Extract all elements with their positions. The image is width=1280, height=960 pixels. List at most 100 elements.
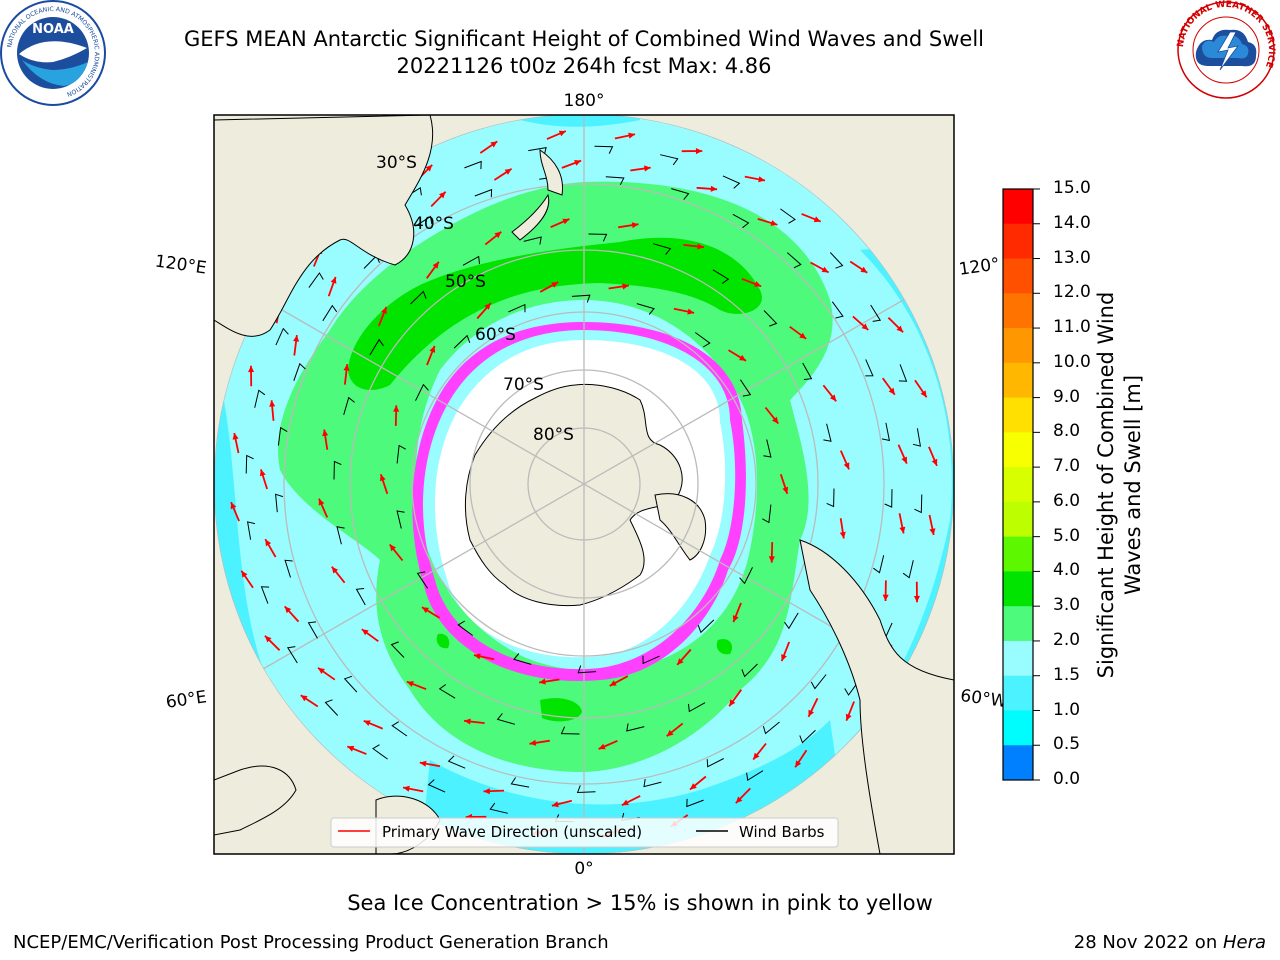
wind-barb (626, 723, 645, 732)
colorbar-tick-label: 8.0 (1053, 421, 1081, 442)
wave-arrow-head (913, 595, 920, 603)
wind-barb (523, 236, 542, 245)
wave-arrow-head (808, 709, 814, 717)
chart-subtitle: 20221126 t00z 264h fcst Max: 4.86 (396, 54, 772, 78)
wind-barb (293, 362, 306, 381)
wave-arrow-head (232, 433, 239, 440)
wave-arrow-head (843, 462, 850, 470)
wind-barb (474, 188, 493, 198)
wave-arrow-head (920, 390, 927, 398)
wind-barb (355, 588, 366, 606)
lat-label-70s: 70°S (503, 375, 544, 395)
wind-barb (722, 175, 741, 189)
wind-barb (739, 567, 753, 585)
colorbar-tick-label: 10.0 (1053, 351, 1091, 372)
wind-barb (275, 493, 284, 513)
wave-arrow-head (403, 785, 410, 792)
wind-barb (508, 303, 526, 313)
wave-arrow-head (483, 788, 490, 795)
wave-arrow-head (901, 456, 907, 464)
wind-barb (636, 303, 655, 315)
wind-barb (415, 215, 433, 227)
footer-date-text: 28 Nov 2022 on (1073, 932, 1223, 953)
wave-arrow-head (666, 729, 674, 737)
wave-arrow-head (782, 486, 789, 494)
colorbar-block (1003, 293, 1033, 329)
colorbar-block (1003, 189, 1033, 225)
wind-barb (763, 439, 772, 458)
wave-arrow-head (770, 220, 778, 226)
wind-barb (427, 779, 446, 793)
wave-arrow-head (899, 526, 906, 534)
wind-barb (277, 426, 288, 446)
wind-barb (510, 777, 530, 788)
lat-label-60s: 60°S (475, 325, 516, 345)
wave-arrow-head (473, 653, 481, 660)
wind-barb (884, 489, 893, 508)
wave-arrow-head (839, 531, 846, 539)
colorbar-tick-label: 0.5 (1053, 734, 1081, 755)
colorbar-block (1003, 606, 1033, 642)
wave-arrow-head (732, 615, 739, 623)
wave-arrow-head (754, 281, 762, 287)
wave-arrow-head (406, 681, 414, 687)
wave-arrow-head (347, 745, 355, 752)
colorbar-frame (1002, 188, 1034, 781)
land-africa (214, 765, 297, 836)
wind-barb (688, 702, 706, 713)
wave-arrow-head (241, 570, 248, 578)
wave-arrow-head (490, 141, 498, 148)
wind-barb (416, 571, 429, 589)
wave-arrow-head (425, 164, 433, 172)
land-australia (214, 115, 434, 337)
wind-barb (865, 359, 874, 377)
wave-arrow-head (361, 629, 369, 636)
wind-barb (447, 755, 466, 769)
colorbar (1002, 188, 1040, 781)
wind-barb (496, 713, 516, 725)
wave-arrow-head (422, 607, 429, 614)
wave-arrow-head (529, 739, 537, 746)
noaa-logo: NATIONAL OCEANIC AND ATMOSPHERIC ADMINIS… (0, 0, 106, 106)
wind-barb (260, 586, 270, 604)
wind-barb (246, 521, 256, 540)
map-area (214, 115, 954, 854)
colorbar-tick-label: 4.0 (1053, 560, 1081, 581)
wave-arrow-head (464, 718, 471, 725)
wind-barb (873, 555, 885, 574)
wind-barb (780, 208, 796, 224)
colorbar-block (1003, 745, 1033, 781)
wave-direction-arrows (230, 130, 938, 838)
wave-arrow-head (609, 680, 617, 686)
colorbar-tick-label: 15.0 (1053, 178, 1091, 198)
wind-barb (594, 145, 614, 154)
wind-barb (245, 454, 254, 474)
wave-arrow-head (621, 799, 629, 806)
legend-box (330, 817, 839, 848)
colorbar-tick-label: 5.0 (1053, 525, 1081, 546)
wave-arrow-head (628, 132, 635, 139)
wave-arrow-head (284, 606, 292, 614)
colorbar-block (1003, 675, 1033, 711)
wind-barb (489, 802, 508, 814)
wave-arrow-head (697, 243, 704, 250)
wave-arrow-head (318, 498, 325, 506)
wave-arrow-head (729, 699, 736, 707)
wave-arrow-head (781, 654, 787, 662)
wind-barb (712, 269, 730, 284)
wind-barb (784, 612, 799, 630)
wind-barb (576, 785, 596, 794)
wave-arrow-head (558, 130, 566, 137)
wind-barb (762, 721, 780, 735)
colorbar-block (1003, 640, 1033, 677)
wind-barb (324, 699, 339, 716)
colorbar-tick-label: 1.5 (1053, 664, 1081, 685)
wave-arrow-head (551, 282, 559, 288)
wave-arrow-head (379, 474, 386, 482)
wave-arrow-head (330, 276, 337, 284)
wind-barb (902, 560, 914, 579)
wind-barb (810, 674, 827, 690)
colorbar-tick-label: 2.0 (1053, 629, 1081, 650)
wave-arrow-head (795, 760, 802, 768)
colorbar-block (1003, 362, 1033, 399)
